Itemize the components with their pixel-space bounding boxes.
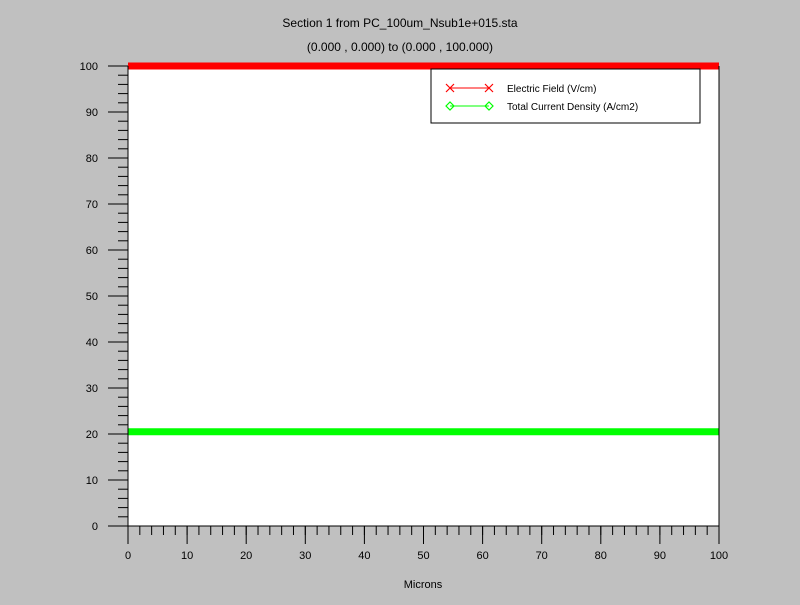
legend-marker-diamond [484,101,494,111]
x-tick-label: 70 [536,550,548,562]
y-tick-label: 50 [86,291,98,303]
y-tick-label: 100 [80,61,98,73]
y-tick-label: 60 [86,245,98,257]
y-tick-label: 40 [86,337,98,349]
legend: Electric Field (V/cm) Total Current Densi… [430,68,701,124]
legend-marker-x [484,83,494,93]
x-tick-label: 0 [125,550,131,562]
y-tick-label: 10 [86,475,98,487]
chart-title: Section 1 from PC_100um_Nsub1e+015.sta [282,16,517,30]
series-layer [128,62,719,436]
legend-label: Electric Field (V/cm) [507,84,596,95]
x-tick-label: 60 [476,550,488,562]
y-tick-label: 70 [86,199,98,211]
y-tick-label: 0 [92,521,98,533]
plot-area [128,66,719,526]
legend-box [430,68,701,124]
x-tick-label: 30 [299,550,311,562]
y-tick-label: 90 [86,107,98,119]
chart-subtitle: (0.000 , 0.000) to (0.000 , 100.000) [307,40,493,54]
y-tick-label: 30 [86,383,98,395]
x-tick-label: 20 [240,550,252,562]
x-tick-label: 40 [358,550,370,562]
legend-label: Total Current Density (A/cm2) [507,102,638,113]
y-tick-label: 20 [86,429,98,441]
x-tick-label: 50 [417,550,429,562]
x-tick-label: 10 [181,550,193,562]
x-tick-label: 80 [595,550,607,562]
y-tick-label: 80 [86,153,98,165]
legend-marker-x [445,83,455,93]
axis-layer: 0 10 20 30 40 50 60 70 80 90 100 0 10 20 30 40 50 60 70 80 9… [80,61,729,562]
x-tick-label: 100 [710,550,728,562]
x-tick-label: 90 [654,550,666,562]
x-axis-label: Microns [404,579,443,591]
legend-marker-diamond [445,101,455,111]
